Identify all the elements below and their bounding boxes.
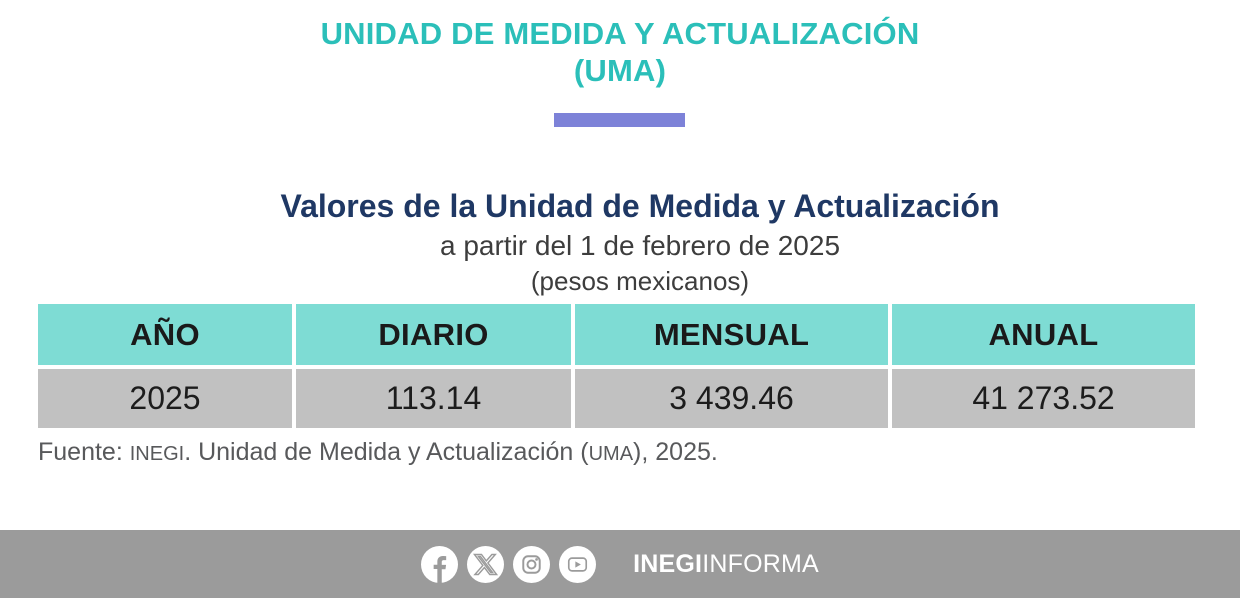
accent-divider-bar <box>554 113 685 127</box>
page-title: UNIDAD DE MEDIDA Y ACTUALIZACIÓN (UMA) <box>0 15 1240 89</box>
facebook-icon[interactable] <box>421 545 459 583</box>
table-subtitle-date: a partir del 1 de febrero de 2025 <box>439 230 841 261</box>
inegi-informa-logo: INEGIINFORMA <box>633 550 819 579</box>
instagram-icon[interactable] <box>513 545 551 583</box>
table-subtitle-units: (pesos mexicanos) <box>530 266 750 296</box>
source-org: INEGI <box>129 443 185 465</box>
col-header-mensual: MENSUAL <box>575 304 888 365</box>
page-title-line1: UNIDAD DE MEDIDA Y ACTUALIZACIÓN <box>320 16 920 51</box>
col-header-anual: ANUAL <box>892 304 1195 365</box>
value-ano: 2025 <box>38 369 292 428</box>
brand-informa: INFORMA <box>702 549 819 578</box>
col-header-ano: AÑO <box>38 304 292 365</box>
source-note: Fuente: INEGI. Unidad de Medida y Actual… <box>38 438 718 467</box>
brand-inegi: INEGI <box>633 549 703 578</box>
youtube-icon[interactable] <box>559 545 597 583</box>
source-suffix: ), 2025. <box>633 438 718 466</box>
x-twitter-icon[interactable] <box>467 545 505 583</box>
footer-bar: INEGIINFORMA <box>0 530 1240 598</box>
uma-values-table: AÑO DIARIO MENSUAL ANUAL 2025 113.14 3 4… <box>38 304 1195 428</box>
table-heading-block: Valores de la Unidad de Medida y Actuali… <box>40 186 1240 297</box>
table-title: Valores de la Unidad de Medida y Actuali… <box>280 188 1000 224</box>
value-diario: 113.14 <box>296 369 571 428</box>
value-mensual: 3 439.46 <box>575 369 888 428</box>
source-acronym: UMA <box>588 443 634 465</box>
source-prefix: Fuente: <box>38 438 130 466</box>
page-title-line2: (UMA) <box>573 53 667 88</box>
col-header-diario: DIARIO <box>296 304 571 365</box>
value-anual: 41 273.52 <box>892 369 1195 428</box>
source-middle: . Unidad de Medida y Actualización ( <box>184 438 589 466</box>
